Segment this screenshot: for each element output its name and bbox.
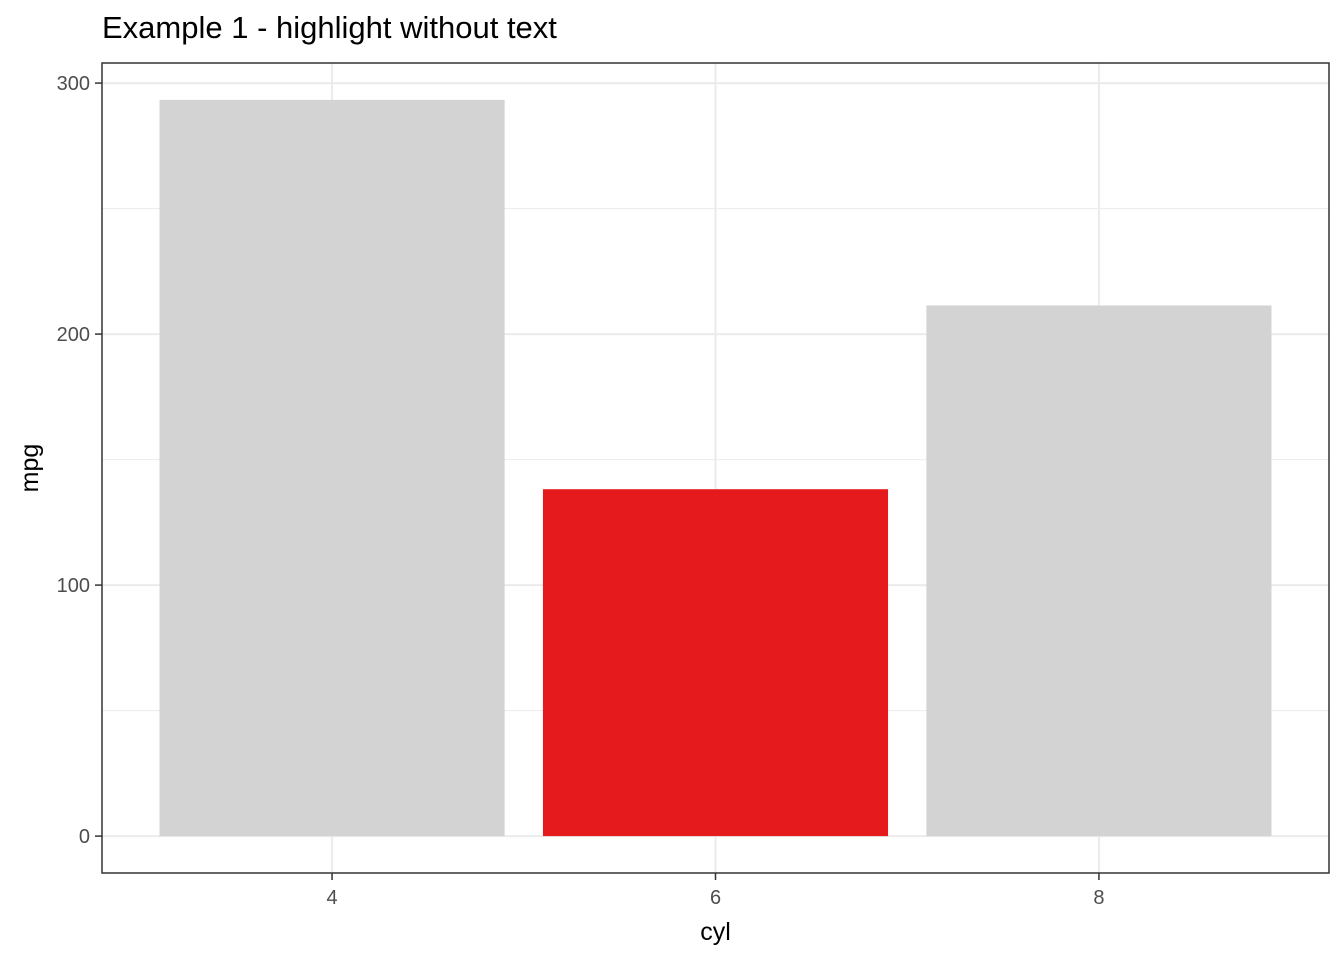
- x-tick-label: 8: [1093, 887, 1104, 909]
- bar: [926, 305, 1272, 837]
- bar: [159, 99, 505, 837]
- y-tick-label: 200: [57, 324, 90, 346]
- x-axis: 4 6 8: [327, 873, 1105, 909]
- bar-highlighted: [542, 489, 889, 837]
- bars: [159, 99, 1272, 837]
- y-tick-label: 0: [79, 826, 90, 848]
- y-tick-label: 100: [57, 575, 90, 597]
- y-tick-label: 300: [57, 73, 90, 95]
- chart-title: Example 1 - highlight without text: [102, 10, 557, 45]
- y-axis-title: mpg: [16, 444, 44, 493]
- x-axis-title: cyl: [700, 918, 731, 946]
- x-tick-label: 4: [327, 887, 338, 909]
- x-tick-label: 6: [710, 887, 721, 909]
- y-axis: 0 100 200 300: [57, 73, 102, 848]
